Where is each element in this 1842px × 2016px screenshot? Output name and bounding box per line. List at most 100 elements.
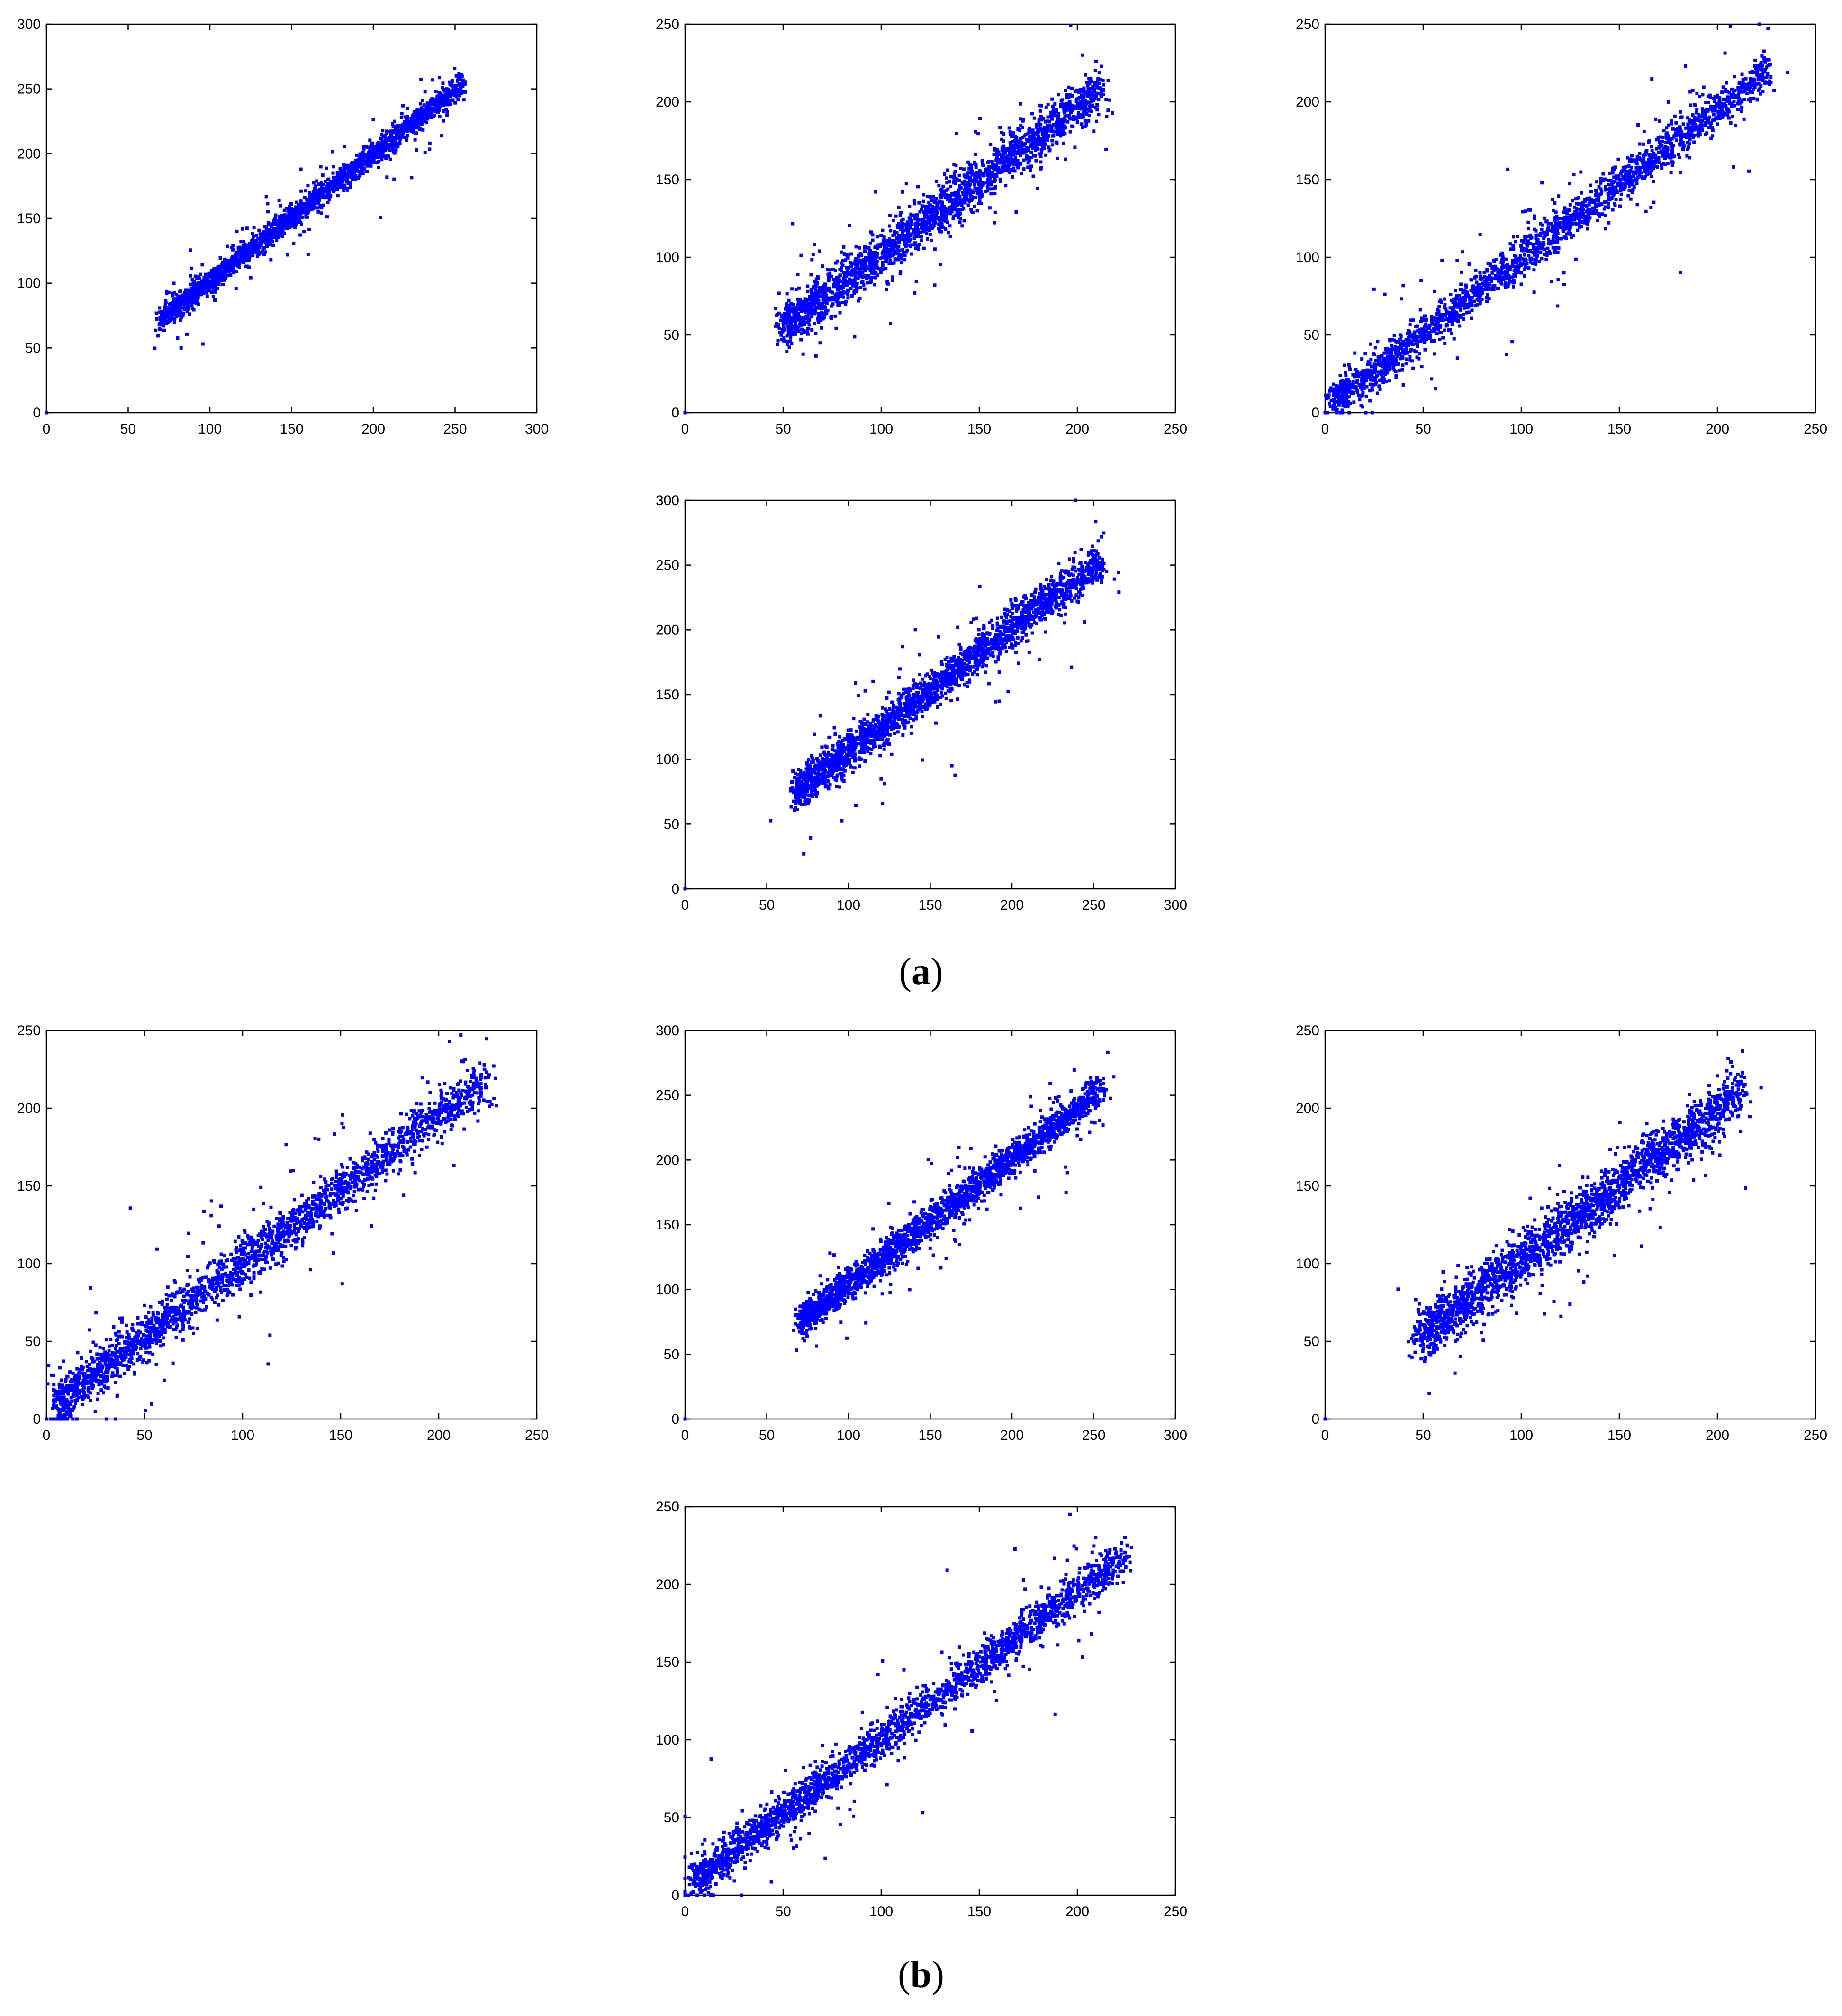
y-tick-label: 300 <box>17 17 41 32</box>
scatter-point <box>821 264 824 268</box>
scatter-point <box>1084 123 1088 127</box>
scatter-point <box>321 173 325 177</box>
scatter-point <box>918 243 921 246</box>
scatter-point <box>859 286 863 289</box>
scatter-point <box>460 90 464 94</box>
scatter-point <box>980 201 984 205</box>
scatter-point <box>277 226 281 230</box>
scatter-point <box>318 191 322 195</box>
scatter-point <box>368 145 372 149</box>
scatter-point <box>894 242 897 246</box>
scatter-point <box>953 181 957 185</box>
scatter-point <box>205 294 209 298</box>
y-tick-label: 250 <box>17 81 41 97</box>
scatter-point <box>957 216 960 219</box>
scatter-point <box>191 287 195 290</box>
scatter-point <box>993 191 997 195</box>
scatter-point <box>173 317 177 321</box>
scatter-point <box>317 197 321 200</box>
scatter-points <box>683 24 1114 415</box>
scatter-point <box>945 195 948 199</box>
scatter-point <box>446 91 450 95</box>
scatter-point <box>1036 187 1039 190</box>
scatter-point <box>205 283 208 287</box>
scatter-point <box>913 235 917 238</box>
scatter-point <box>346 182 350 186</box>
scatter-point <box>221 283 225 287</box>
scatter-point <box>326 200 330 204</box>
scatter-point <box>158 327 162 331</box>
scatter-point <box>258 251 262 255</box>
scatter-point <box>262 246 265 250</box>
scatter-point <box>370 142 374 145</box>
scatter-point <box>255 245 259 249</box>
scatter-point <box>940 208 944 212</box>
scatter-point <box>1050 97 1054 101</box>
scatter-point <box>1037 130 1041 134</box>
scatter-point <box>816 318 820 322</box>
scatter-point <box>1039 160 1043 164</box>
scatter-point <box>189 274 192 278</box>
scatter-point <box>1081 99 1084 103</box>
scatter-point <box>183 291 187 295</box>
scatter-point <box>319 211 323 215</box>
scatter-point <box>948 224 952 228</box>
scatter-point <box>1073 145 1077 149</box>
scatter-point <box>381 135 385 138</box>
scatter-point <box>975 209 979 213</box>
scatter-point <box>868 252 872 255</box>
scatter-point <box>929 224 932 227</box>
scatter-point <box>854 245 858 249</box>
scatter-point <box>1026 165 1030 169</box>
scatter-point <box>1004 184 1008 188</box>
scatter-point <box>923 213 927 217</box>
scatter-points <box>45 67 467 415</box>
scatter-point <box>298 214 302 218</box>
scatter-point <box>463 90 467 94</box>
scatter-point <box>811 253 815 256</box>
scatter-point <box>258 245 262 249</box>
x-tick-label: 0 <box>1321 421 1329 437</box>
scatter-point <box>375 161 379 164</box>
scatter-point <box>186 307 190 311</box>
scatter-point <box>299 223 303 226</box>
scatter-point <box>1604 227 1607 231</box>
scatter-point <box>893 233 896 237</box>
scatter-point <box>347 168 351 172</box>
scatter-point <box>1081 53 1084 57</box>
scatter-point <box>930 209 933 213</box>
scatter-point <box>264 232 268 236</box>
scatter-point <box>970 189 974 193</box>
scatter-point <box>400 112 404 116</box>
scatter-point <box>806 284 810 288</box>
scatter-point <box>846 256 850 260</box>
scatter-point <box>238 262 242 266</box>
x-tick-label: 250 <box>443 421 467 437</box>
scatter-point <box>275 227 279 231</box>
scatter-point <box>838 311 842 315</box>
scatter-point <box>1080 122 1084 126</box>
scatter-point <box>300 208 304 212</box>
scatter-point <box>1543 216 1546 220</box>
scatter-point <box>794 288 798 291</box>
scatter-point <box>207 272 211 276</box>
scatter-point <box>817 249 821 253</box>
scatter-point <box>362 166 366 170</box>
scatter-point <box>827 279 831 283</box>
scatter-point <box>842 245 846 249</box>
scatter-point <box>929 217 932 221</box>
y-tick-label: 200 <box>17 146 41 162</box>
scatter-point <box>1094 106 1098 109</box>
scatter-point <box>258 237 262 241</box>
scatter-point <box>295 200 298 204</box>
scatter-point <box>231 244 235 247</box>
scatter-point <box>233 258 237 262</box>
scatter-point <box>383 134 387 137</box>
scatter-point <box>302 230 306 234</box>
scatter-point <box>221 275 225 279</box>
scatter-point <box>280 214 283 217</box>
scatter-point <box>247 257 251 261</box>
scatter-point-origin <box>683 411 687 415</box>
y-tick-label: 150 <box>17 211 41 226</box>
